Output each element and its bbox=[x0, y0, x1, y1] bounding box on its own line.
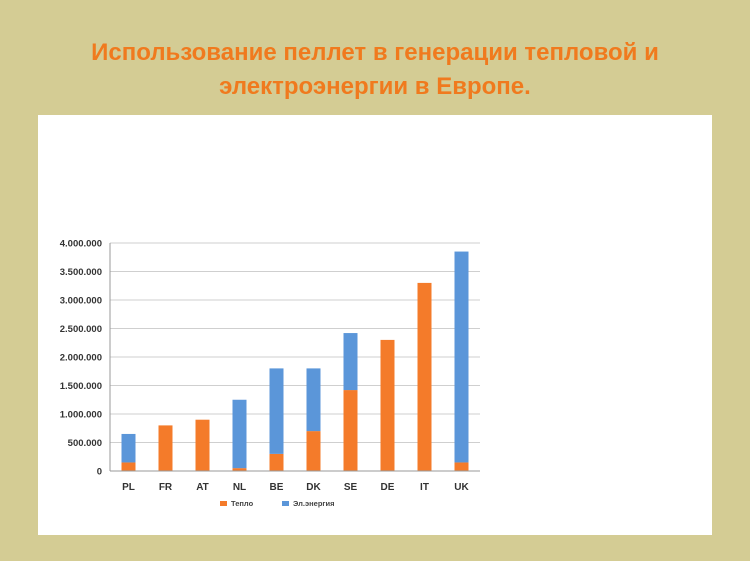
gridlines bbox=[110, 242, 480, 443]
x-tick-label: PL bbox=[122, 482, 135, 493]
slide-title: Использование пеллет в генерации теплово… bbox=[0, 36, 750, 104]
x-tick-label: NL bbox=[233, 482, 246, 493]
y-tick-label: 2.500.000 bbox=[60, 324, 102, 335]
x-axis-tick-labels: PL FR AT NL BE DK SE DE IT UK bbox=[122, 482, 469, 493]
bar-segment bbox=[306, 368, 321, 432]
bar-segment bbox=[158, 425, 173, 471]
x-tick-label: DK bbox=[306, 482, 321, 493]
y-tick-label: 4.000.000 bbox=[60, 239, 102, 250]
x-tick-label: IT bbox=[420, 482, 429, 493]
stacked-bar-chart: 0 500.000 1.000.000 1.500.000 2.000.000 2.500… bbox=[60, 239, 480, 508]
x-tick-label: SE bbox=[344, 482, 358, 493]
chart-panel: 0 500.000 1.000.000 1.500.000 2.000.000 2.500… bbox=[38, 115, 712, 535]
y-tick-label: 3.500.000 bbox=[60, 267, 102, 278]
bar-segment bbox=[454, 251, 469, 463]
x-tick-label: BE bbox=[270, 482, 284, 493]
y-tick-label: 0 bbox=[97, 467, 102, 478]
bar-segment bbox=[121, 433, 136, 463]
bar-segment bbox=[343, 390, 358, 471]
legend: Тепло Эл.энергия bbox=[220, 499, 335, 508]
bar-segment bbox=[269, 453, 284, 471]
legend-label: Эл.энергия bbox=[293, 499, 335, 508]
bar-segment bbox=[380, 339, 395, 471]
legend-label: Тепло bbox=[231, 499, 254, 508]
y-axis-tick-labels: 0 500.000 1.000.000 1.500.000 2.000.000 2.500… bbox=[60, 239, 102, 478]
bar-segment bbox=[195, 419, 210, 471]
x-tick-label: DE bbox=[381, 482, 395, 493]
bar-segment bbox=[306, 431, 321, 471]
bar-segment bbox=[343, 333, 358, 391]
legend-swatch bbox=[220, 501, 227, 506]
legend-swatch bbox=[282, 501, 289, 506]
x-tick-label: AT bbox=[196, 482, 209, 493]
y-tick-label: 1.000.000 bbox=[60, 410, 102, 421]
bar-segment bbox=[454, 462, 469, 471]
bar-segment bbox=[269, 368, 284, 454]
bar-segment bbox=[232, 399, 247, 469]
slide-title-line-2: электроэнергии в Европе. bbox=[219, 73, 531, 100]
slide-title-line-1: Использование пеллет в генерации теплово… bbox=[91, 39, 659, 66]
y-tick-label: 2.000.000 bbox=[60, 353, 102, 364]
y-tick-label: 3.000.000 bbox=[60, 296, 102, 307]
bar-segment bbox=[232, 468, 247, 471]
x-tick-label: UK bbox=[454, 482, 469, 493]
bars bbox=[121, 251, 469, 471]
x-tick-label: FR bbox=[159, 482, 173, 493]
bar-segment bbox=[121, 462, 136, 471]
bar-segment bbox=[417, 282, 432, 471]
y-tick-label: 500.000 bbox=[68, 438, 102, 449]
y-tick-label: 1.500.000 bbox=[60, 381, 102, 392]
